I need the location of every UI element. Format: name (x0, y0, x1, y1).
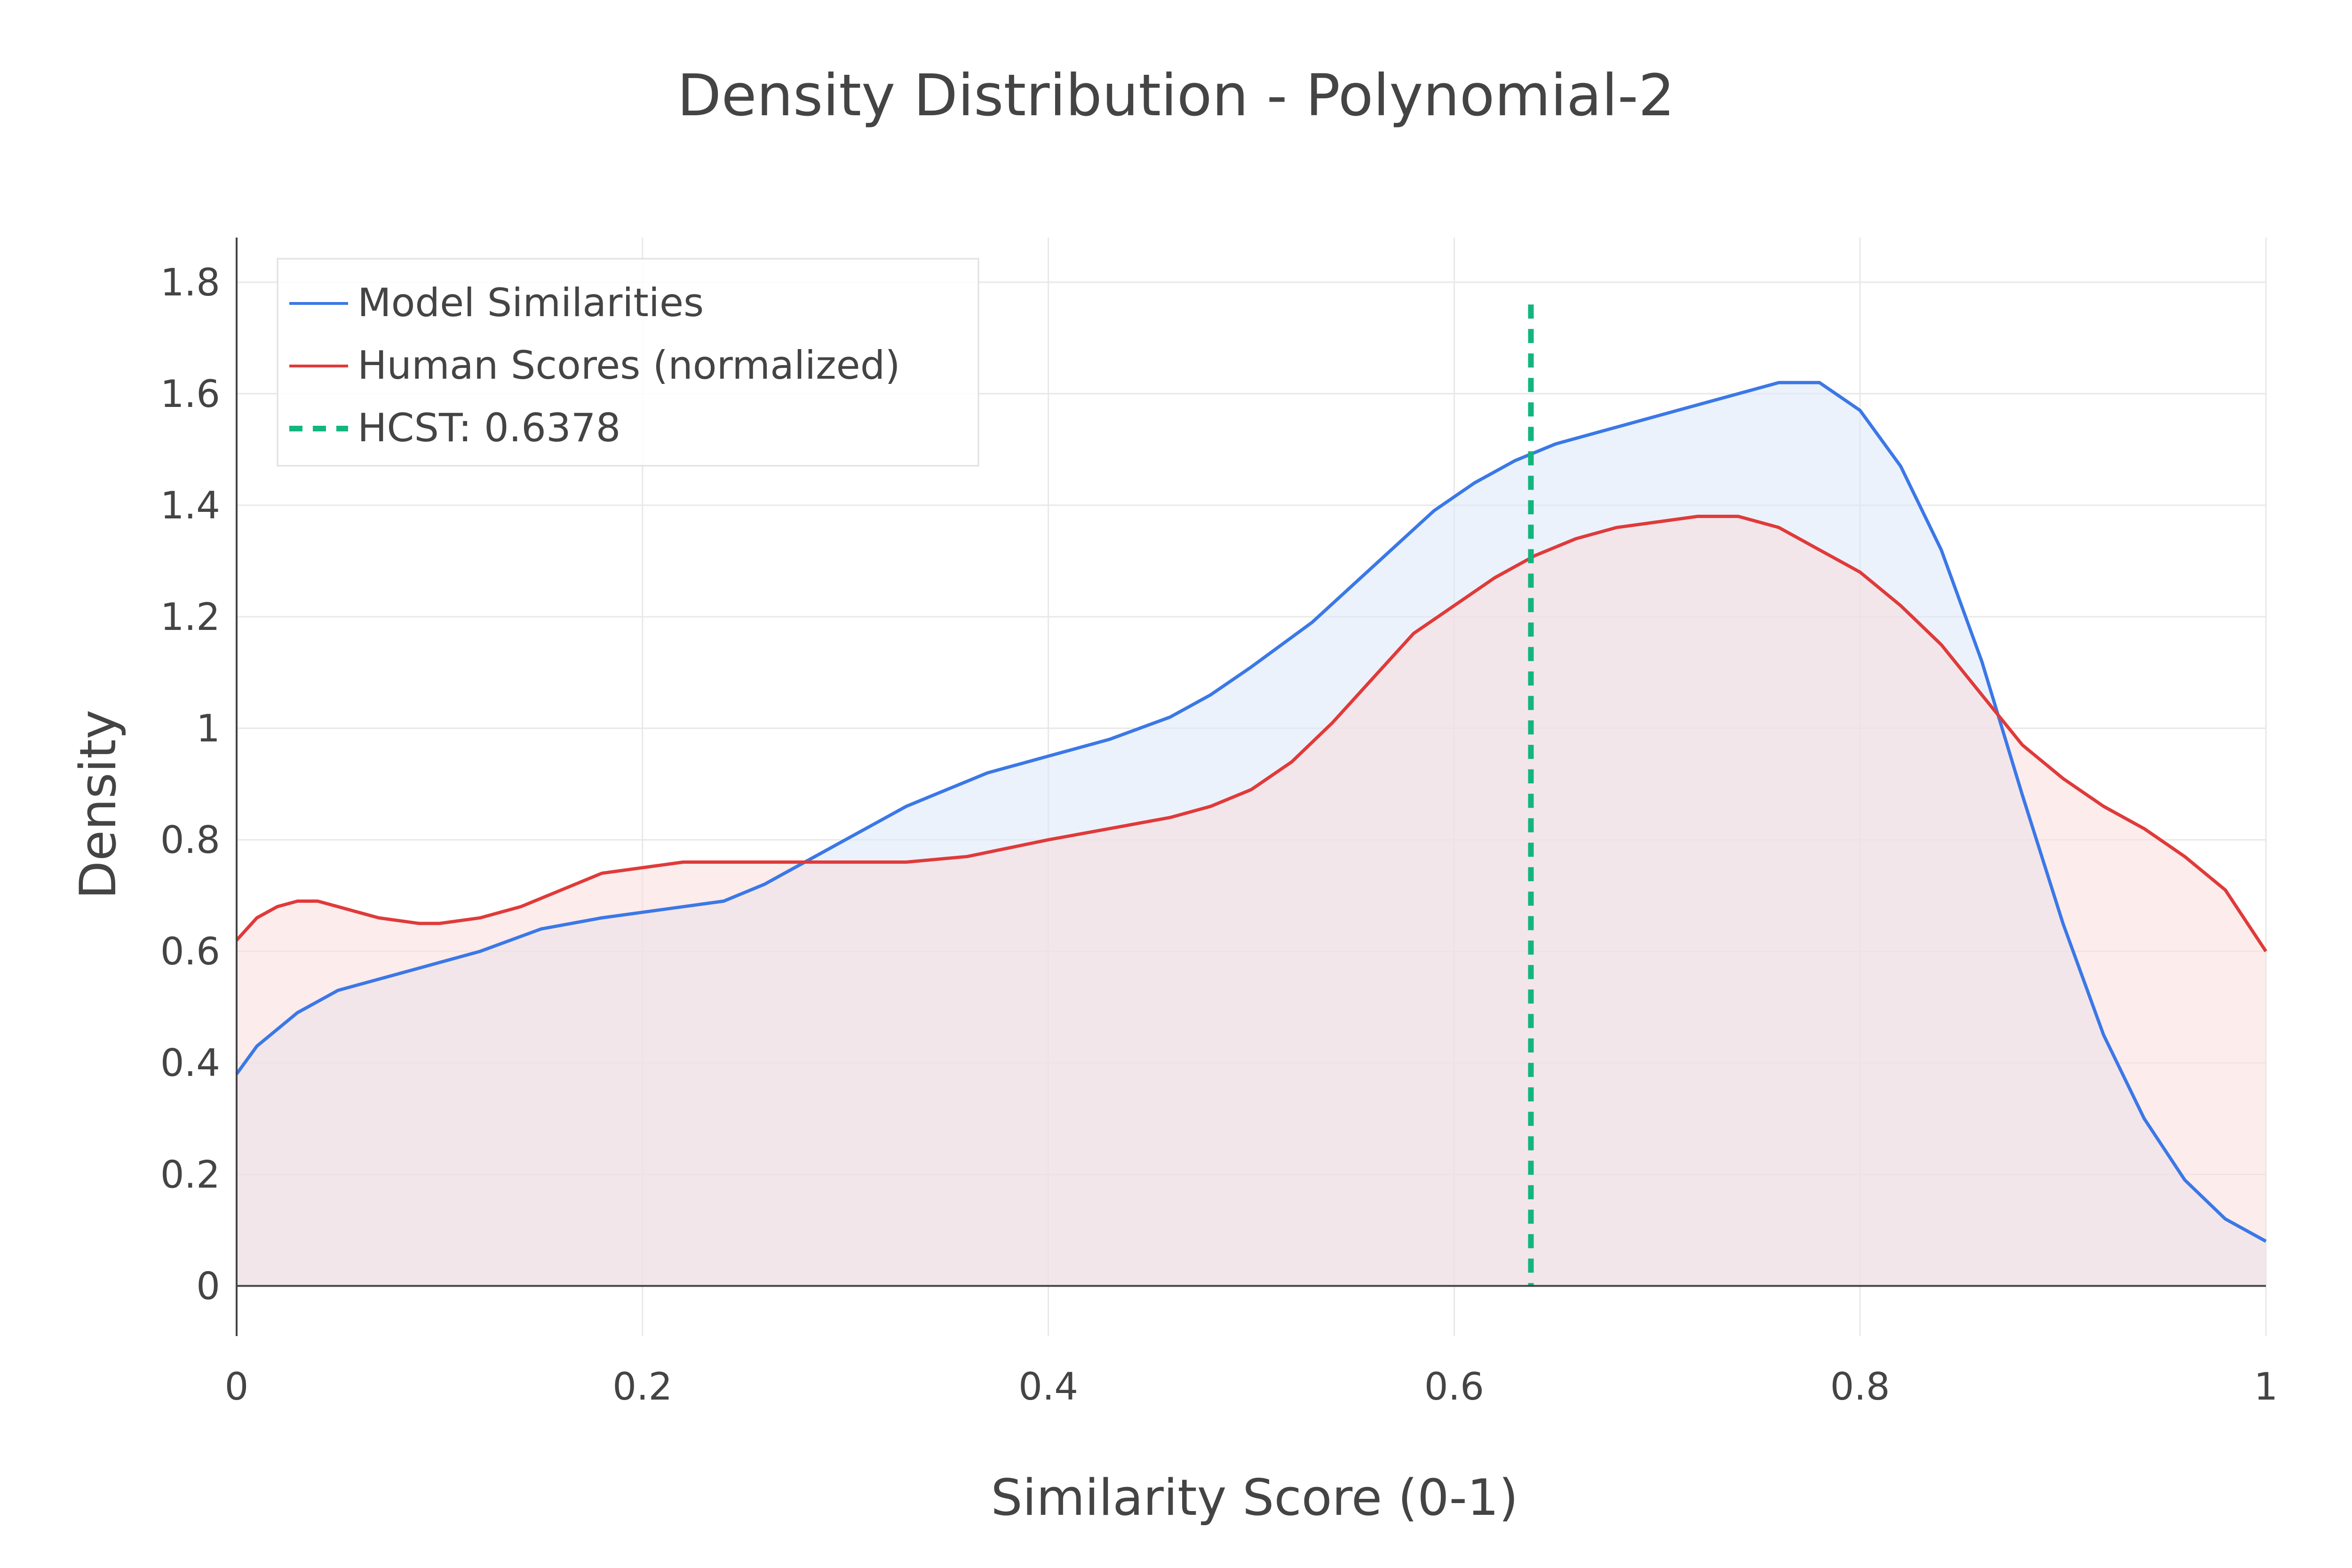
axes (236, 238, 2266, 1336)
chart-title: Density Distribution - Polynomial-2 (677, 62, 1675, 129)
human-scores-area (237, 516, 2266, 1286)
y-tick-label: 0.2 (160, 1153, 220, 1196)
y-tick-label: 0.4 (160, 1041, 220, 1085)
density-areas (237, 382, 2266, 1286)
y-tick-label: 1.8 (160, 261, 220, 304)
y-axis-title: Density (69, 710, 127, 899)
x-tick-label: 0 (225, 1365, 249, 1409)
legend: Model Similarities Human Scores (normali… (277, 258, 979, 467)
x-tick-label: 0.8 (1830, 1365, 1890, 1409)
y-tick-label: 1 (196, 707, 220, 750)
legend-label-threshold: HCST: 0.6378 (358, 405, 620, 451)
y-tick-labels: 0 0.2 0.4 0.6 0.8 1 1.2 1.4 1.6 1.8 (160, 261, 220, 1308)
x-tick-label: 0.4 (1018, 1365, 1078, 1409)
y-tick-label: 1.6 (160, 372, 220, 416)
legend-label-human: Human Scores (normalized) (358, 342, 900, 388)
y-tick-label: 0 (196, 1264, 220, 1308)
x-axis-title: Similarity Score (0-1) (991, 1469, 1518, 1527)
x-tick-label: 0.2 (612, 1365, 672, 1409)
y-tick-label: 1.2 (160, 595, 220, 639)
x-tick-labels: 0 0.2 0.4 0.6 0.8 1 (225, 1365, 2278, 1409)
legend-label-model: Model Similarities (358, 280, 704, 326)
model-similarities-line (235, 381, 2267, 1243)
legend-box (277, 258, 979, 467)
x-tick-label: 1 (2254, 1365, 2278, 1409)
x-tick-label: 0.6 (1424, 1365, 1484, 1409)
y-tick-label: 0.6 (160, 930, 220, 973)
y-tick-label: 1.4 (160, 484, 220, 527)
y-tick-label: 0.8 (160, 818, 220, 862)
human-scores-line (235, 515, 2267, 953)
density-lines (235, 381, 2267, 1243)
